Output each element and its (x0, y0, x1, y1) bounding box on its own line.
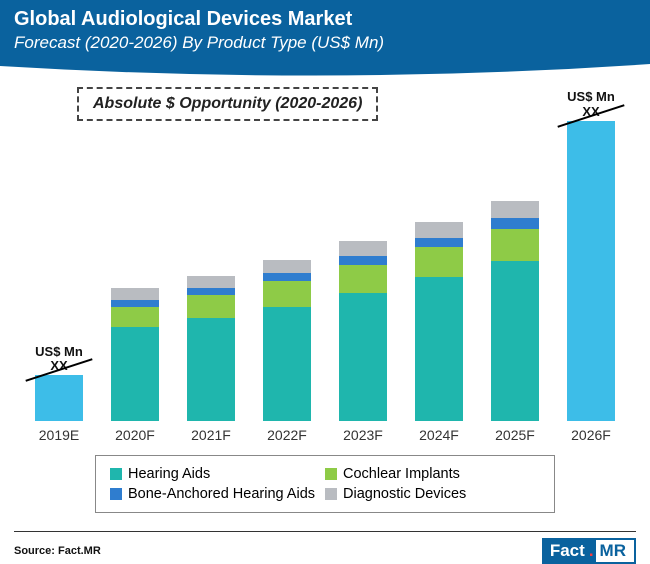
x-axis-label: 2019E (28, 427, 90, 443)
bar-column (180, 276, 242, 421)
bar-segment (339, 241, 387, 256)
x-axis-label: 2020F (104, 427, 166, 443)
bar-segment (415, 222, 463, 238)
bar-column (256, 260, 318, 421)
bar-segment (111, 288, 159, 299)
bar-stack (263, 260, 311, 421)
bar-segment (415, 247, 463, 277)
bar-segment (415, 238, 463, 247)
bar-segment (339, 256, 387, 265)
bar-segment (339, 265, 387, 292)
bar-column (484, 201, 546, 421)
legend-swatch-icon (110, 468, 122, 480)
legend-label: Cochlear Implants (343, 466, 460, 482)
bar-segment (111, 327, 159, 421)
bar-segment (187, 276, 235, 289)
bar-segment (491, 229, 539, 261)
bar-stack (111, 288, 159, 421)
x-axis-label: 2022F (256, 427, 318, 443)
bar-column (408, 222, 470, 421)
bar-segment (567, 121, 615, 421)
logo-mr: MR (596, 538, 636, 564)
bar-segment (339, 293, 387, 421)
x-axis-label: 2026F (560, 427, 622, 443)
source-text: Source: Fact.MR (14, 545, 101, 557)
bar-segment (35, 375, 83, 421)
bar-segment (111, 307, 159, 328)
logo-dot: . (589, 538, 596, 564)
x-axis-label: 2021F (180, 427, 242, 443)
x-axis-label: 2023F (332, 427, 394, 443)
chart-plot: Absolute $ Opportunity (2020-2026) US$ M… (15, 83, 635, 443)
chart-subtitle: Forecast (2020-2026) By Product Type (US… (14, 33, 636, 53)
bar-stack (567, 121, 615, 421)
bar-value-label: US$ MnXX (567, 90, 615, 119)
chart-title: Global Audiological Devices Market (14, 8, 636, 31)
x-axis-label: 2025F (484, 427, 546, 443)
x-axis-label: 2024F (408, 427, 470, 443)
bar-segment (263, 281, 311, 306)
opportunity-label: Absolute $ Opportunity (2020-2026) (77, 87, 378, 121)
chart-header: Global Audiological Devices Market Forec… (0, 0, 650, 63)
factmr-logo: Fact.MR (542, 538, 636, 564)
bar-stack (339, 241, 387, 421)
bar-column: US$ MnXX (28, 345, 90, 421)
bar-segment (491, 201, 539, 218)
x-axis-labels: 2019E 2020F 2021F 2022F 2023F 2024F 2025F 2026F (15, 427, 635, 443)
bar-stack (491, 201, 539, 421)
bar-stack (415, 222, 463, 421)
bar-segment (263, 307, 311, 422)
bars-container: US$ MnXXUS$ MnXX (15, 121, 635, 421)
bar-segment (187, 318, 235, 421)
bar-segment (491, 218, 539, 228)
legend-swatch-icon (325, 468, 337, 480)
bar-value-label: US$ MnXX (35, 345, 83, 374)
legend-swatch-icon (110, 488, 122, 500)
bar-stack (35, 375, 83, 421)
legend-label: Diagnostic Devices (343, 486, 466, 502)
legend-item: Bone-Anchored Hearing Aids (110, 484, 325, 504)
legend: Hearing Aids Cochlear Implants Bone-Anch… (95, 455, 555, 513)
bar-stack (187, 276, 235, 421)
bar-column (104, 288, 166, 421)
logo-fact: Fact (542, 538, 589, 564)
bar-segment (263, 260, 311, 274)
bar-column (332, 241, 394, 421)
bar-segment (263, 273, 311, 281)
bar-column: US$ MnXX (560, 90, 622, 421)
legend-label: Bone-Anchored Hearing Aids (128, 486, 315, 502)
header-divider (0, 63, 650, 77)
bar-segment (491, 261, 539, 421)
legend-item: Diagnostic Devices (325, 484, 540, 504)
legend-item: Hearing Aids (110, 464, 325, 484)
bar-segment (187, 288, 235, 295)
legend-item: Cochlear Implants (325, 464, 540, 484)
bar-segment (111, 300, 159, 307)
footer: Source: Fact.MR Fact.MR (14, 531, 636, 564)
bar-segment (415, 277, 463, 421)
legend-swatch-icon (325, 488, 337, 500)
bar-segment (187, 295, 235, 318)
legend-label: Hearing Aids (128, 466, 210, 482)
